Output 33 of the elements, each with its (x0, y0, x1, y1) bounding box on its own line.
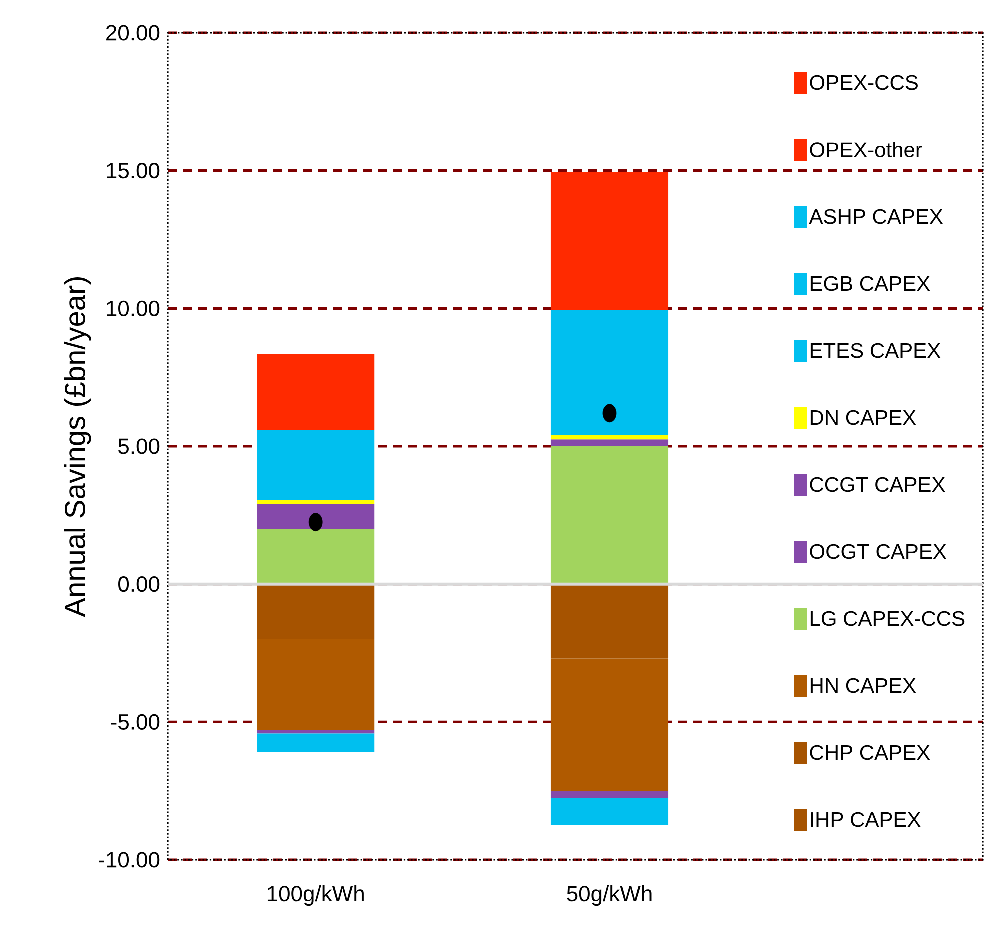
y-tick-label: 10.00 (107, 300, 160, 316)
y-tick-label: 0.00 (118, 576, 160, 592)
legend-label: ETES CAPEX (810, 343, 941, 358)
bar (257, 500, 375, 504)
legend-label: DN CAPEX (810, 410, 916, 426)
y-tick-label: 20.00 (106, 25, 160, 41)
legend-label: ASHP CAPEX (809, 209, 943, 224)
y-axis-title: Annual Savings (£bn/year) (64, 277, 92, 618)
bar (257, 529, 375, 584)
bar (550, 446, 669, 584)
legend-label: CCGT CAPEX (810, 477, 946, 492)
bar (550, 440, 669, 446)
bar (257, 734, 375, 752)
legend-label: EGB CAPEX (810, 276, 930, 292)
y-tick-label: -10.00 (99, 852, 160, 868)
bar (550, 798, 669, 826)
x-tick-label: 50g/kWh (567, 886, 652, 906)
legend-label: OPEX-CCS (810, 75, 918, 90)
y-tick-label: 5.00 (118, 438, 160, 454)
legend-label: HN CAPEX (810, 678, 916, 694)
bar (550, 791, 669, 798)
legend-label: OCGT CAPEX (810, 544, 946, 560)
bar (550, 172, 669, 310)
legend-label: OPEX-other (810, 142, 922, 158)
legend-label: IHP CAPEX (811, 812, 921, 828)
y-tick-label: 15.00 (107, 163, 160, 179)
bar (550, 435, 669, 440)
x-tick-label: 100g/kWh (268, 886, 364, 906)
bar (257, 504, 375, 530)
bar (257, 730, 375, 734)
legend-label: LG CAPEX-CCS (810, 611, 965, 626)
legend-label: CHP CAPEX (810, 745, 930, 760)
y-tick-label: -5.00 (111, 714, 160, 730)
